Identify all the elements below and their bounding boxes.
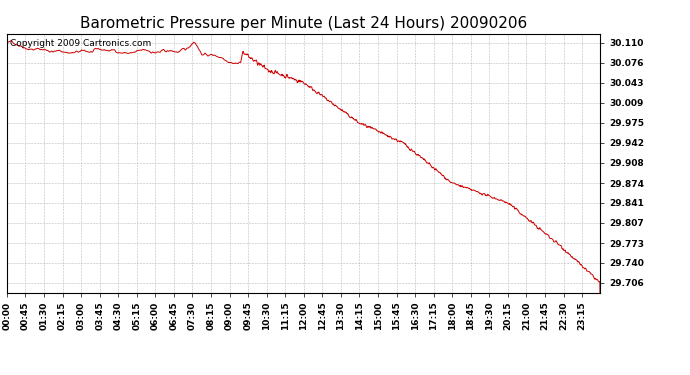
Title: Barometric Pressure per Minute (Last 24 Hours) 20090206: Barometric Pressure per Minute (Last 24 … <box>80 16 527 31</box>
Text: Copyright 2009 Cartronics.com: Copyright 2009 Cartronics.com <box>10 39 151 48</box>
